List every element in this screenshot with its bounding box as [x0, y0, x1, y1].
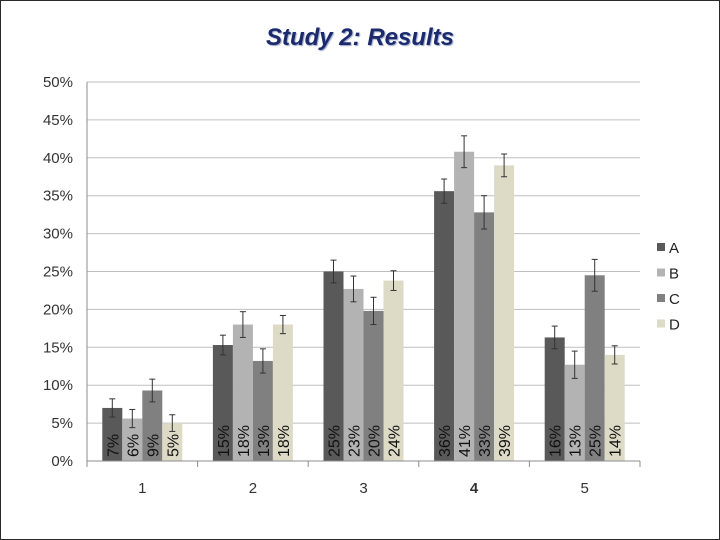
bar-d-2: [272, 324, 293, 461]
y-tick-label: 25%: [43, 264, 73, 281]
x-category-label: 3: [359, 480, 367, 497]
bar-value-labels: 7% 6% 9% 5% 15% 18% 13% 18% 25% 23% 20% 24% 36% 41% 33…: [105, 425, 624, 457]
y-axis-tick-labels: 0% 5% 10% 15% 20% 25% 30% 35% 40% 45% 50%: [43, 74, 73, 470]
y-tick-label: 5%: [51, 415, 73, 432]
bar-value-label: 18%: [276, 425, 293, 457]
bar-value-label: 36%: [437, 425, 454, 457]
bar-value-label: 13%: [568, 425, 585, 457]
bar-value-label: 25%: [588, 425, 605, 457]
bar-c-3: [363, 310, 384, 461]
y-tick-label: 45%: [43, 112, 73, 129]
bar-value-label: 6%: [125, 434, 142, 457]
bar-b-4: [454, 151, 475, 461]
legend-swatch-c: [657, 294, 665, 302]
bar-value-label: 15%: [216, 425, 233, 457]
bar-a-3: [323, 271, 344, 461]
legend-label-b: B: [669, 266, 679, 283]
bar-value-label: 5%: [165, 434, 182, 457]
y-tick-label: 30%: [43, 226, 73, 243]
bar-value-label: 41%: [457, 425, 474, 457]
bar-value-label: 25%: [327, 425, 344, 457]
legend-label-d: D: [669, 317, 680, 334]
bar-b-3: [343, 288, 364, 461]
bar-b-1: [122, 418, 143, 461]
bar-value-label: 20%: [367, 425, 384, 457]
bar-value-label: 24%: [387, 425, 404, 457]
bar-value-label: 33%: [477, 425, 494, 457]
x-category-label: 1: [138, 480, 146, 497]
bar-a-1: [102, 407, 123, 461]
bar-value-label: 9%: [145, 434, 162, 457]
bar-value-label: 39%: [497, 425, 514, 457]
bar-a-5: [544, 337, 565, 461]
bar-value-label: 16%: [548, 425, 565, 457]
y-tick-label: 35%: [43, 188, 73, 205]
y-tick-label: 50%: [43, 74, 73, 91]
bar-c-4: [474, 212, 495, 461]
bar-a-2: [212, 345, 233, 461]
x-category-label: 4: [470, 480, 479, 497]
axes: [86, 82, 641, 467]
bar-value-label: 7%: [105, 434, 122, 457]
bar-b-2: [232, 324, 253, 461]
legend-swatch-d: [657, 319, 665, 328]
bar-c-5: [584, 275, 605, 461]
bar-value-label: 23%: [347, 425, 364, 457]
legend-label-a: A: [669, 240, 679, 257]
bar-d-4: [494, 165, 515, 461]
error-bars: [109, 135, 618, 432]
bar-d-5: [604, 354, 625, 461]
bar-value-label: 13%: [256, 425, 273, 457]
legend-swatch-b: [657, 268, 665, 277]
y-tick-label: 10%: [43, 377, 73, 394]
x-axis-category-labels: 1 2 3 4 5: [138, 480, 589, 497]
legend-label-c: C: [669, 291, 680, 308]
y-tick-label: 15%: [43, 339, 73, 356]
bar-c-2: [252, 360, 273, 461]
y-tick-label: 40%: [43, 150, 73, 167]
y-tick-label: 0%: [51, 453, 73, 470]
chart-title: Study 2: Results: [265, 24, 455, 51]
bar-b-5: [564, 364, 585, 461]
x-category-label: 2: [249, 480, 257, 497]
bar-value-label: 18%: [236, 425, 253, 457]
bar-a-4: [434, 191, 455, 462]
bar-d-1: [162, 423, 183, 461]
bar-value-label: 14%: [608, 425, 625, 457]
legend-swatch-a: [657, 243, 665, 251]
x-category-label: 5: [581, 480, 589, 497]
bar-c-1: [142, 390, 163, 461]
bars: [102, 151, 625, 462]
bar-d-3: [383, 280, 404, 461]
y-tick-label: 20%: [43, 301, 73, 318]
